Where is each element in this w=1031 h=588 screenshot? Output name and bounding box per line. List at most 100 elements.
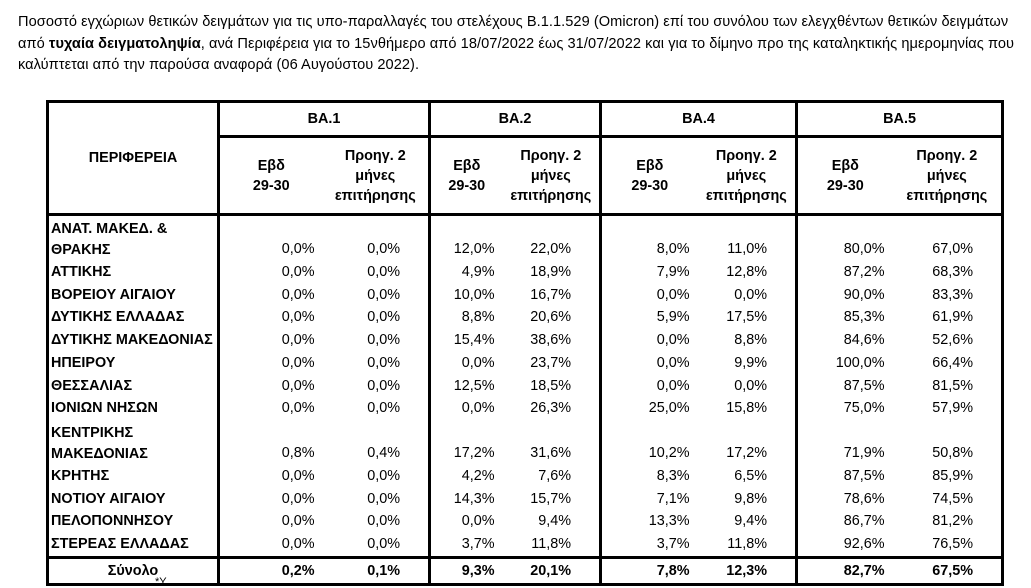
text-line: 29-30 — [252, 177, 290, 194]
text-line: ΣΤΕΡΕΑΣ ΕΛΛΑΔΑΣ — [51, 536, 189, 553]
table-row: ΑΤΤΙΚΗΣ 0,0% 0,0% 4,9% 18,9% 7,9% 12,8% 87,2% 68… — [46, 261, 1005, 284]
caption-text-1: Ποσοστό εγχώριων θετικών δειγμάτων για τ… — [18, 14, 1009, 52]
value-cell: 5,9% — [656, 309, 690, 326]
value-cell: 83,3% — [892, 283, 1005, 307]
value-cell: 0,0% — [322, 351, 432, 375]
text-line: ΑΤΤΙΚΗΣ — [51, 264, 112, 280]
group-header-ba1: BA.1 — [218, 100, 432, 138]
value-cell: 74,5% — [892, 487, 1005, 511]
text-line: επιτήρησης — [705, 187, 787, 204]
value-cell: 0,0% — [281, 513, 315, 530]
total-value-cell: 20,1% — [502, 555, 603, 586]
sub-header-row: Εβδ 29-30 Προηγ. 2 μήνες επιτήρησης Εβδ 29-30 Π… — [48, 136, 1005, 216]
value-cell: 71,9% — [843, 445, 885, 462]
value-cell: 0,0% — [281, 490, 315, 507]
table-row: ΙΟΝΙΩΝ ΝΗΣΩΝ 0,0% 0,0% 0,0% 26,3% 25,0% 15,8% 7… — [46, 397, 1005, 420]
value-cell: 0,0% — [697, 374, 799, 398]
value-cell: 25,0% — [648, 400, 690, 417]
table-row: ΗΠΕΙΡΟΥ 0,0% 0,0% 0,0% 23,7% 0,0% 9,9% 100,0% 66… — [46, 351, 1005, 375]
value-cell: 85,9% — [892, 464, 1005, 488]
value-cell: 0,0% — [322, 329, 432, 352]
group-header-ba5: BA.5 — [796, 100, 1005, 138]
text-line: Προηγ. 2 — [344, 147, 406, 164]
value-cell: 0,0% — [322, 283, 432, 307]
value-cell: 7,6% — [502, 464, 603, 488]
value-cell: 0,0% — [322, 214, 432, 261]
total-value-cell: 12,3% — [697, 555, 799, 586]
value-cell: 0,0% — [322, 533, 432, 558]
value-cell: 12,5% — [453, 377, 495, 394]
value-cell: 0,0% — [322, 374, 432, 398]
value-cell: 18,5% — [502, 374, 603, 398]
value-cell: 0,0% — [322, 510, 432, 534]
value-cell: 15,8% — [697, 397, 799, 420]
text-line: ΔΥΤΙΚΗΣ ΕΛΛΑΔΑΣ — [51, 309, 185, 326]
value-cell: 0,0% — [281, 241, 315, 258]
value-cell: 14,3% — [453, 490, 495, 507]
value-cell: 75,0% — [843, 400, 885, 417]
text-line: Εβδ — [636, 157, 664, 174]
table-row: ΔΥΤΙΚΗΣ ΕΛΛΑΔΑΣ 0,0% 0,0% 8,8% 20,6% 5,9% 17,5… — [46, 306, 1005, 330]
value-cell: 11,0% — [697, 214, 799, 261]
value-cell: 17,2% — [697, 419, 799, 465]
caption-text-2: , ανά Περιφέρεια για το 15νθήμερο από 18… — [18, 35, 1015, 74]
table-row: ΒΟΡΕΙΟΥ ΑΙΓΑΙΟΥ 0,0% 0,0% 10,0% 16,7% 0,0% 0,0… — [46, 283, 1005, 307]
table-row: ΑΝΑΤ. ΜΑΚΕΔ. & ΘΡΑΚΗΣ 0,0% 0,0% 12,0% 22,0% 8,… — [46, 214, 1005, 261]
table-row: ΠΕΛΟΠΟΝΝΗΣΟΥ 0,0% 0,0% 0,0% 9,4% 13,3% 9,4% 86,… — [46, 510, 1005, 534]
value-cell: 23,7% — [502, 351, 603, 375]
table-row: ΣΤΕΡΕΑΣ ΕΛΛΑΔΑΣ 0,0% 0,0% 3,7% 11,8% 3,7% 11,8… — [46, 533, 1005, 558]
table-row: ΝΟΤΙΟΥ ΑΙΓΑΙΟΥ 0,0% 0,0% 14,3% 15,7% 7,1% 9,8%… — [46, 487, 1005, 511]
text-line: Προηγ. 2 — [715, 147, 777, 164]
text-line: ΜΑΚΕΔΟΝΙΑΣ — [51, 445, 148, 462]
value-cell: 0,0% — [281, 354, 315, 371]
value-cell: 0,0% — [281, 264, 315, 280]
sub-header-week-ba5: Εβδ 29-30 — [796, 136, 893, 216]
value-cell: 12,8% — [697, 261, 799, 284]
text-line: ΘΡΑΚΗΣ — [51, 242, 111, 258]
value-cell: 0,8% — [281, 445, 315, 462]
value-cell: 38,6% — [502, 329, 603, 352]
value-cell: 0,0% — [656, 377, 690, 394]
text-line: Προηγ. 2 — [520, 147, 582, 164]
region-name: ΗΠΕΙΡΟΥ — [46, 351, 220, 375]
group-header-row: ΠΕΡΙΦΕΡΕΙΑ BA.1 BA.2 BA.4 BA.5 — [46, 100, 1005, 216]
value-cell: 0,0% — [281, 467, 315, 484]
value-cell: 87,2% — [843, 264, 885, 280]
value-cell: 10,2% — [648, 445, 690, 462]
value-cell: 0,0% — [461, 354, 495, 371]
value-cell: 61,9% — [892, 306, 1005, 330]
value-cell: 76,5% — [892, 533, 1005, 558]
text-line: Εβδ — [453, 157, 481, 174]
text-line: ΙΟΝΙΩΝ ΝΗΣΩΝ — [51, 400, 158, 417]
value-cell: 81,5% — [892, 374, 1005, 398]
caption-bold-text: τυχαία δειγματοληψία — [48, 35, 201, 52]
text-line: μήνες — [530, 167, 571, 184]
text-line: ΗΠΕΙΡΟΥ — [51, 354, 116, 371]
value-cell: 20,6% — [502, 306, 603, 330]
value-cell: 0,0% — [697, 283, 799, 307]
text-line: επιτήρησης — [510, 187, 592, 204]
value-cell: 57,9% — [892, 397, 1005, 420]
text-line: ΚΕΝΤΡΙΚΗΣ — [51, 424, 134, 441]
sub-header-prev-ba4: Προηγ. 2 μήνες επιτήρησης — [697, 136, 799, 216]
value-cell: 7,9% — [656, 264, 690, 280]
value-cell: 0,0% — [461, 400, 495, 417]
value-cell: 22,0% — [502, 214, 603, 261]
value-cell: 52,6% — [892, 329, 1005, 352]
value-cell: 84,6% — [843, 332, 885, 349]
value-cell: 67,0% — [892, 214, 1005, 261]
value-cell: 80,0% — [843, 241, 885, 258]
text-line: ΘΕΣΣΑΛΙΑΣ — [51, 377, 133, 394]
text-line: ΑΝΑΤ. ΜΑΚΕΔ. & — [51, 221, 168, 237]
value-cell: 15,4% — [453, 332, 495, 349]
table-caption: Ποσοστό εγχώριων θετικών δειγμάτων για τ… — [18, 12, 1028, 77]
value-cell: 9,8% — [697, 487, 799, 511]
value-cell: 78,6% — [843, 490, 885, 507]
region-name: ΣΤΕΡΕΑΣ ΕΛΛΑΔΑΣ — [46, 533, 220, 558]
value-cell: 8,3% — [656, 467, 690, 484]
value-cell: 12,0% — [453, 241, 495, 258]
region-name: ΔΥΤΙΚΗΣ ΜΑΚΕΔΟΝΙΑΣ — [46, 329, 220, 352]
total-value-cell: 67,5% — [892, 555, 1005, 586]
sub-header-prev-ba2: Προηγ. 2 μήνες επιτήρησης — [502, 136, 603, 216]
footnote: *Υ......................................… — [155, 576, 529, 588]
